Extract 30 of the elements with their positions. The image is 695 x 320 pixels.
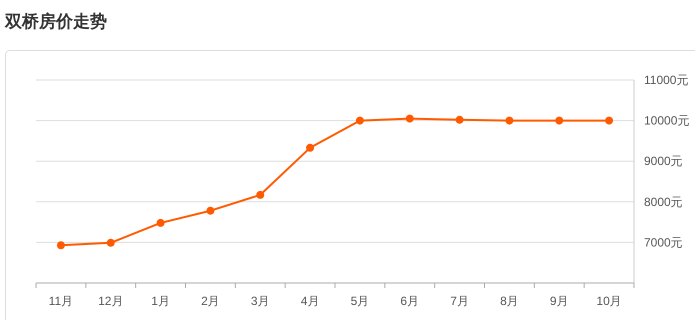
point — [56, 241, 65, 250]
xtick: 10月 — [596, 294, 622, 308]
point — [106, 238, 115, 247]
ytick: 7000元 — [644, 235, 683, 250]
point — [306, 144, 314, 152]
ytick: 8000元 — [644, 194, 683, 209]
xtick: 12月 — [98, 294, 124, 308]
xtick: 2月 — [201, 294, 220, 308]
xtick: 5月 — [350, 294, 370, 308]
point — [555, 116, 564, 125]
point — [605, 116, 614, 125]
xtick: 4月 — [300, 294, 320, 308]
ytick: 11000元 — [644, 73, 688, 87]
xtick: 7月 — [450, 294, 469, 308]
ytick: 10000元 — [644, 114, 690, 128]
xtick: 1月 — [151, 294, 170, 308]
point — [406, 114, 414, 123]
point — [156, 218, 165, 227]
point — [206, 206, 214, 215]
point — [356, 116, 364, 125]
xtick: 6月 — [400, 294, 420, 308]
title: 双桥房价走势 — [5, 12, 107, 31]
point — [456, 116, 464, 124]
xtick: 8月 — [500, 294, 519, 308]
xtick: 9月 — [550, 294, 569, 308]
point — [505, 116, 514, 125]
xtick: 3月 — [250, 294, 270, 308]
ytick: 9000元 — [644, 154, 683, 168]
xtick: 11月 — [48, 294, 74, 308]
point — [256, 190, 264, 199]
